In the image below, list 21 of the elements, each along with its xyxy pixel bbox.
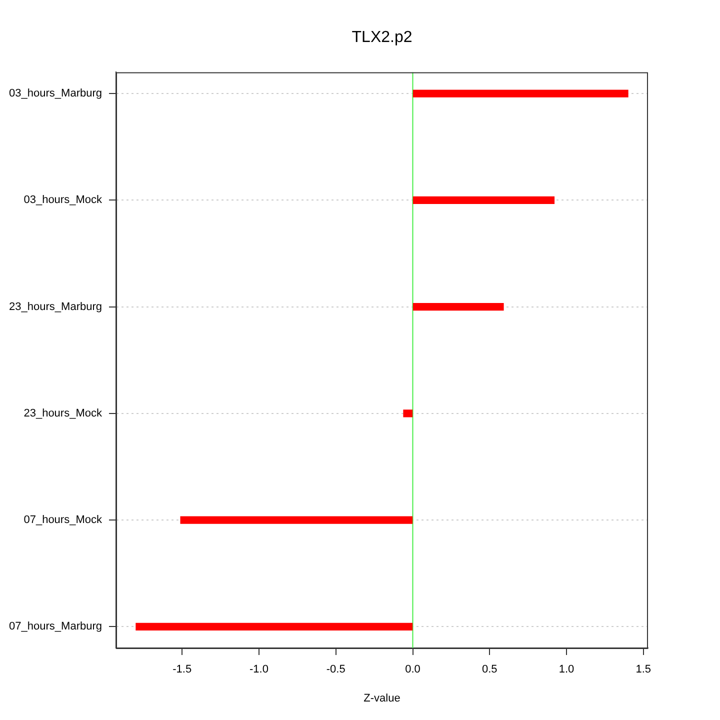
x-tick-label: -1.5 [172,664,192,676]
x-tick-label: 0.5 [482,664,498,676]
bar [412,196,555,204]
bar [136,622,413,631]
bar [403,410,413,418]
x-tick-label: 0.0 [405,664,420,676]
y-tick-label: 23_hours_Marburg [9,300,102,313]
y-tick-label: 03_hours_Marburg [9,88,102,100]
x-tick-label: -0.5 [326,664,346,676]
y-tick-label: 23_hours_Mock [24,407,102,420]
x-tick-label: 1.0 [558,664,574,676]
chart-title: TLX2.p2 [352,29,412,46]
x-tick-label: 1.5 [636,664,652,676]
y-tick-label: 07_hours_Mock [24,514,102,526]
y-tick-label: 07_hours_Marburg [9,620,102,633]
bar [412,90,628,98]
y-tick-label: 03_hours_Mock [24,194,102,206]
x-axis-title: Z-value [364,692,400,704]
x-tick-label: -1.0 [250,664,268,676]
bar [412,302,504,311]
bar [180,516,413,524]
